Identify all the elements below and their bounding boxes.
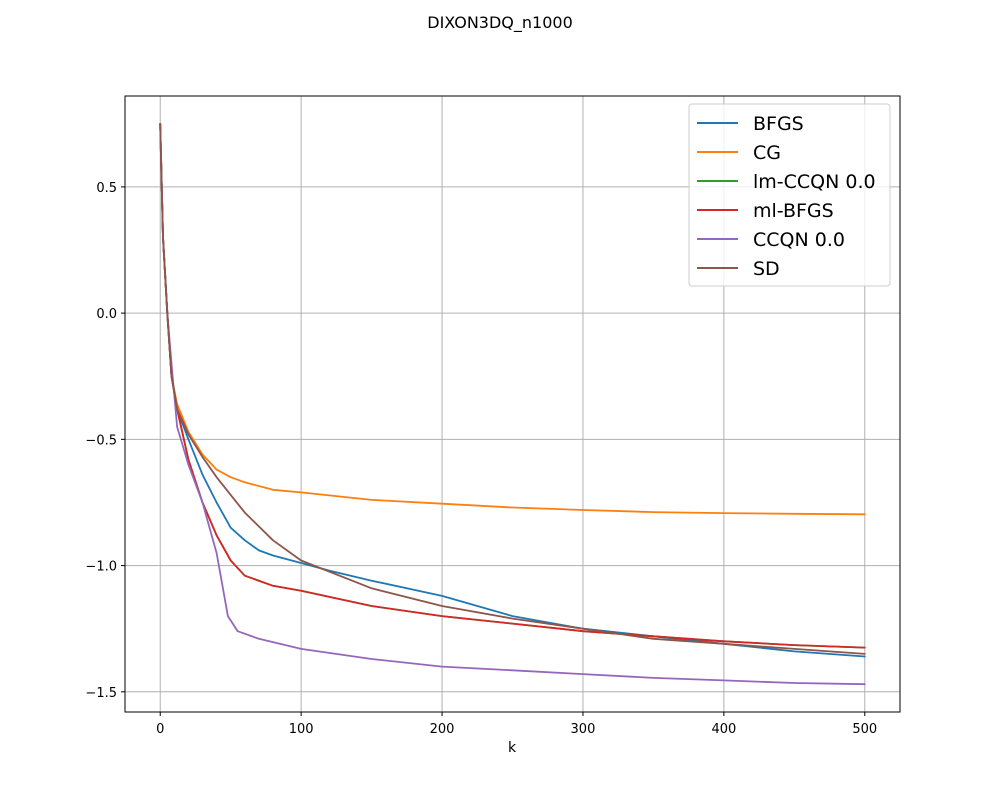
- y-tick-label: −1.0: [85, 560, 117, 575]
- legend-label: BFGS: [753, 113, 804, 135]
- x-tick-label: 400: [711, 722, 736, 737]
- x-tick-label: 500: [852, 722, 877, 737]
- x-tick-label: 0: [156, 722, 164, 737]
- chart-title: DIXON3DQ_n1000: [427, 13, 573, 33]
- legend: BFGS CG lm-CCQN 0.0 ml-BFGS CCQN 0.0 SD: [688, 103, 891, 287]
- legend-label: lm-CCQN 0.0: [753, 171, 876, 193]
- series-lines: [159, 122, 866, 686]
- legend-label: CCQN 0.0: [753, 229, 845, 251]
- legend-label: ml-BFGS: [753, 200, 834, 222]
- x-axis-label: k: [508, 740, 517, 756]
- legend-label: CG: [753, 142, 781, 164]
- y-tick-label: −1.5: [85, 686, 117, 701]
- x-tick-label: 200: [430, 722, 455, 737]
- plot-frame: [124, 95, 901, 713]
- y-tick-label: 0.0: [96, 307, 117, 322]
- axis-ticks: 0 100 200 300 400 500 −1.5 −1.0 −0.5 0.0 0.5: [85, 181, 877, 737]
- legend-box: [688, 103, 891, 287]
- y-tick-label: −0.5: [85, 433, 117, 448]
- series-line-ccqn-0-0: [159, 122, 866, 686]
- y-tick-label: 0.5: [96, 181, 117, 196]
- series-line-sd: [159, 122, 866, 655]
- x-tick-label: 300: [571, 722, 596, 737]
- x-tick-label: 100: [289, 722, 314, 737]
- legend-label: SD: [753, 258, 780, 280]
